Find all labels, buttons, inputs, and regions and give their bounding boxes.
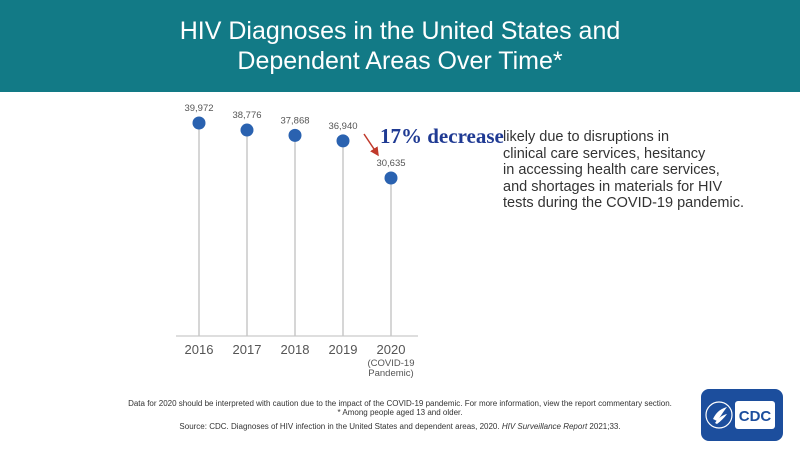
x-tick-label-2016: 2016 (185, 342, 214, 357)
x-tick-label-2017: 2017 (233, 342, 262, 357)
cdc-logo: CDC (701, 389, 783, 441)
data-label-2016: 39,972 (184, 103, 213, 114)
data-label-2020: 30,635 (376, 158, 405, 169)
data-point-2017 (240, 123, 254, 137)
chart-title-line-1: HIV Diagnoses in the United States and (179, 17, 621, 45)
data-label-2019: 36,940 (328, 121, 357, 132)
source-citation: Source: CDC. Diagnoses of HIV infection … (179, 422, 621, 431)
x-tick-label-2019: 2019 (329, 342, 358, 357)
data-label-2018: 37,868 (280, 115, 309, 126)
data-point-2016 (192, 116, 206, 130)
decrease-arrow-icon (363, 133, 379, 157)
x-tick-sublabel: Pandemic) (368, 368, 413, 379)
annotation-line: in accessing health care services, (503, 162, 720, 178)
annotation-headline: 17% decrease (380, 124, 504, 148)
header-banner: HIV Diagnoses in the United States and D… (0, 0, 800, 92)
annotation-line: likely due to disruptions in (503, 129, 670, 145)
footnote-caution: Data for 2020 should be interpreted with… (128, 399, 672, 408)
x-tick-sublabel: (COVID-19 (368, 358, 415, 369)
annotation-line: tests during the COVID-19 pandemic. (503, 195, 744, 211)
x-tick-label-2018: 2018 (281, 342, 310, 357)
hhs-eagle-icon: CDC (705, 401, 775, 429)
annotation-line: and shortages in materials for HIV (503, 178, 723, 195)
cdc-logo-text: CDC (739, 408, 772, 425)
data-point-2019 (336, 134, 350, 148)
chart-title-line-2: Dependent Areas Over Time* (237, 47, 563, 75)
data-point-2020 (384, 171, 398, 185)
footnote-asterisk: * Among people aged 13 and older. (337, 408, 463, 417)
lollipop-chart: 39,972 2016 38,776 2017 37,868 2018 36,940 2019… (176, 103, 418, 379)
annotation-line: clinical care services, hesitancy (503, 145, 706, 162)
annotation-text: likely due to disruptions in clinical ca… (503, 129, 763, 212)
data-point-2018 (288, 128, 302, 142)
x-tick-label-2020: 2020 (377, 342, 406, 357)
data-label-2017: 38,776 (232, 110, 261, 121)
